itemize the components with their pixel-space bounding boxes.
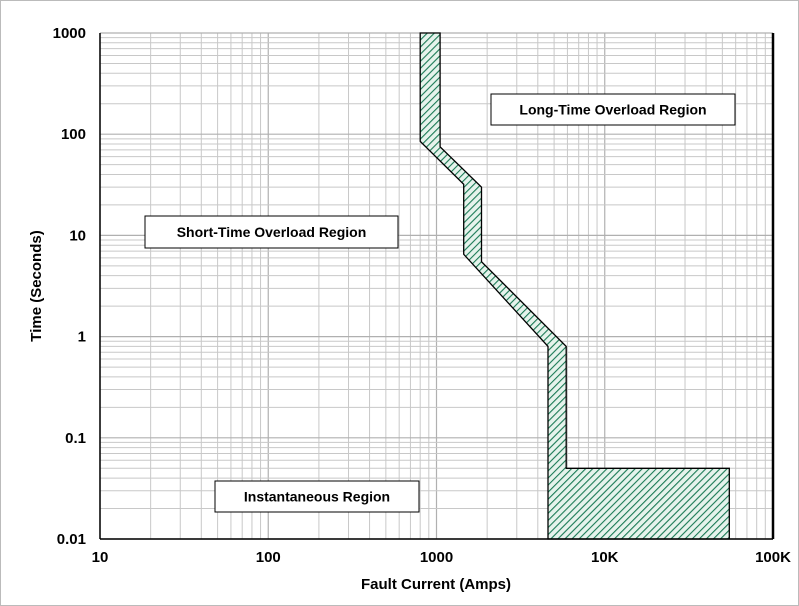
- region-label-box: [490, 93, 736, 126]
- x-axis-title: Fault Current (Amps): [361, 576, 511, 593]
- region-label-text: Instantaneous Region: [244, 489, 390, 505]
- y-tick-label: 10: [69, 227, 86, 244]
- region-label: Long-Time Overload Region: [490, 93, 736, 126]
- y-tick-label: 1: [78, 329, 86, 346]
- x-tick-label: 100K: [755, 549, 791, 566]
- region-label-box: [144, 215, 399, 249]
- region-label-text: Short-Time Overload Region: [177, 224, 367, 240]
- region-label: Instantaneous Region: [214, 480, 420, 513]
- y-tick-label: 100: [61, 126, 86, 143]
- region-label: Short-Time Overload Region: [144, 215, 399, 249]
- grid: [99, 32, 773, 540]
- x-tick-label: 1000: [420, 549, 453, 566]
- y-tick-label: 0.1: [65, 430, 86, 447]
- region-label-text: Long-Time Overload Region: [519, 102, 706, 118]
- trip-band: [419, 32, 730, 540]
- x-tick-label: 10: [92, 549, 109, 566]
- y-tick-label: 1000: [53, 25, 86, 42]
- y-axis-title: Time (Seconds): [28, 230, 45, 341]
- trip-band-layer: [419, 32, 730, 540]
- x-tick-label: 100: [256, 549, 281, 566]
- tick-labels: 10 100 1000 10K 100K 1000 100 10 1 0.1 0.01: [53, 25, 791, 566]
- x-tick-label: 10K: [591, 549, 619, 566]
- region-label-box: [214, 480, 420, 513]
- region-labels: Long-Time Overload Region Short-Time Over…: [144, 93, 736, 513]
- y-tick-label: 0.01: [57, 531, 86, 548]
